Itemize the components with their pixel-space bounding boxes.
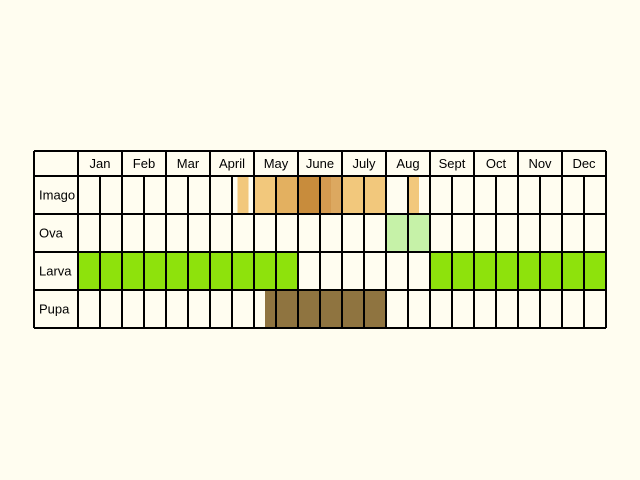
- period-bar-imago-8: [408, 176, 419, 214]
- month-label-july: July: [352, 156, 376, 171]
- period-bar-imago-0: [237, 176, 249, 214]
- month-label-dec: Dec: [572, 156, 596, 171]
- month-label-aug: Aug: [396, 156, 419, 171]
- period-bar-imago-5: [320, 176, 331, 214]
- period-bar-imago-6: [331, 176, 342, 214]
- month-label-june: June: [306, 156, 334, 171]
- period-bar-imago-2: [254, 176, 276, 214]
- row-label-larva: Larva: [39, 264, 72, 279]
- month-label-oct: Oct: [486, 156, 507, 171]
- period-bar-imago-1: [248, 176, 254, 214]
- row-label-imago: Imago: [39, 188, 75, 203]
- month-label-april: April: [219, 156, 245, 171]
- period-bar-imago-4: [298, 176, 320, 214]
- month-label-feb: Feb: [133, 156, 155, 171]
- period-bar-imago-3: [276, 176, 298, 214]
- month-label-sept: Sept: [439, 156, 466, 171]
- month-label-mar: Mar: [177, 156, 200, 171]
- row-label-pupa: Pupa: [39, 302, 70, 317]
- month-label-jan: Jan: [90, 156, 111, 171]
- month-label-may: May: [264, 156, 289, 171]
- period-bar-pupa-0: [265, 290, 386, 328]
- row-label-ova: Ova: [39, 226, 64, 241]
- month-label-nov: Nov: [528, 156, 552, 171]
